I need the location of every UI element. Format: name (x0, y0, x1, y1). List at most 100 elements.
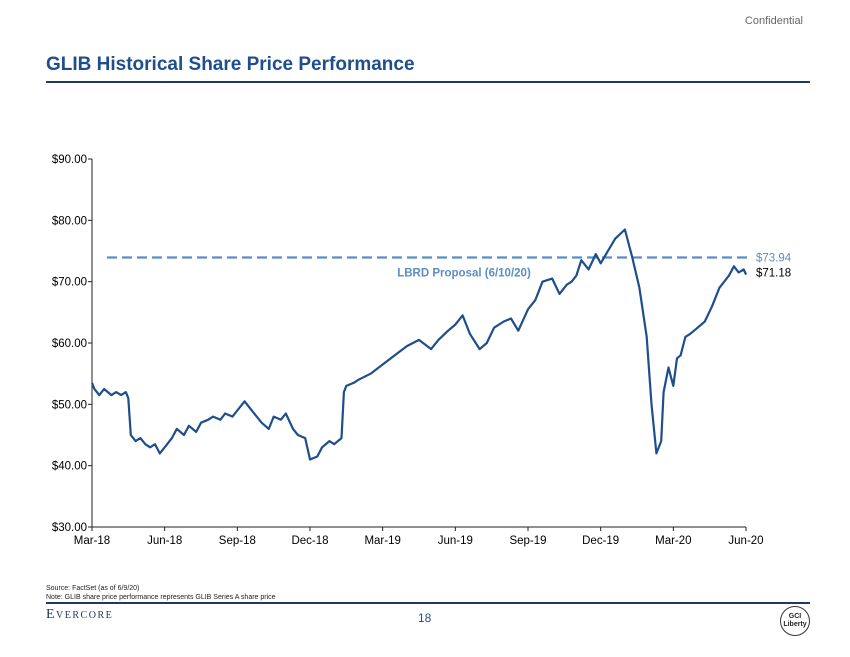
price-point (268, 428, 270, 430)
footnotes: Source: FactSet (as of 6/9/20) Note: GLI… (46, 584, 276, 602)
price-point (343, 391, 345, 393)
price-point (406, 345, 408, 347)
price-point (558, 293, 561, 295)
price-point (607, 250, 609, 252)
price-point (93, 388, 96, 390)
price-point (103, 388, 105, 390)
price-point (711, 305, 713, 307)
price-point (733, 265, 735, 267)
price-point (292, 428, 294, 430)
price-point (631, 256, 633, 258)
x-tick-label: Dec-18 (291, 535, 328, 547)
price-point (144, 443, 146, 445)
price-point (316, 455, 318, 458)
price-point (394, 354, 396, 356)
price-point (541, 281, 544, 283)
price-point (183, 434, 185, 436)
price-point (256, 416, 258, 418)
price-point (684, 336, 687, 338)
title-divider (46, 81, 810, 83)
price-point (236, 409, 238, 412)
price-point (98, 394, 100, 396)
price-point (447, 330, 449, 332)
gci-liberty-logo: GCI Liberty (780, 606, 810, 636)
price-point (650, 403, 653, 405)
price-point (91, 382, 93, 384)
price-point (575, 274, 578, 277)
price-point (469, 333, 471, 335)
x-tick-label: Jun-19 (438, 535, 473, 547)
price-point (345, 385, 347, 387)
price-point (689, 333, 691, 335)
x-tick-label: Jun-20 (728, 535, 763, 547)
price-point (304, 437, 306, 439)
price-point (280, 419, 282, 421)
price-point (527, 308, 529, 310)
page-number: 18 (418, 611, 432, 625)
price-point (135, 440, 137, 442)
price-point (260, 422, 263, 424)
price-point (297, 434, 299, 436)
price-point (430, 348, 432, 350)
price-point (718, 287, 720, 289)
x-tick-label: Mar-20 (655, 535, 691, 547)
price-point (696, 327, 699, 329)
price-point (130, 434, 132, 436)
price-point (231, 416, 234, 418)
price-point (328, 440, 330, 442)
reference-value-label: $73.94 (756, 253, 792, 265)
price-point (680, 354, 682, 356)
price-point (503, 320, 505, 323)
price-point (357, 379, 360, 381)
price-point (738, 271, 740, 274)
price-point (660, 440, 662, 442)
price-line (90, 228, 747, 461)
price-point (418, 339, 420, 341)
price-point (624, 228, 626, 231)
price-point (454, 324, 456, 326)
price-point (728, 274, 730, 277)
price-point (149, 446, 151, 448)
price-point (285, 412, 287, 415)
price-point (120, 394, 122, 396)
price-point (646, 336, 648, 338)
price-point (171, 437, 173, 439)
price-point (333, 443, 335, 445)
y-tick-label: $50.00 (52, 399, 87, 411)
price-point (139, 437, 142, 439)
price-point (219, 419, 221, 421)
x-tick-label: Dec-19 (582, 535, 619, 547)
y-tick-label: $60.00 (52, 338, 87, 350)
confidential-label: Confidential (744, 15, 803, 27)
price-point (382, 363, 384, 366)
footer-divider (46, 602, 810, 604)
price-point (437, 339, 439, 341)
evercore-logo: Evercore (46, 607, 114, 622)
price-point (517, 330, 519, 332)
price-point (212, 416, 214, 418)
price-point (534, 299, 536, 301)
price-point (638, 287, 641, 289)
price-point (600, 262, 602, 264)
price-point (587, 268, 590, 270)
price-point (273, 416, 275, 418)
price-point (369, 373, 372, 375)
price-point (566, 284, 568, 286)
price-point (493, 327, 495, 329)
price-point (244, 400, 246, 402)
price-point (200, 422, 202, 424)
price-point (614, 238, 616, 240)
y-tick-label: $30.00 (52, 522, 87, 534)
price-point (321, 446, 323, 448)
price-point (188, 425, 190, 427)
price-point (462, 314, 464, 316)
y-tick-label: $80.00 (52, 215, 87, 227)
reference-line-label: LBRD Proposal (6/10/20) (397, 268, 531, 280)
price-point (340, 437, 343, 439)
price-point (571, 281, 573, 283)
price-point (742, 268, 745, 270)
price-point (672, 385, 674, 387)
price-point (154, 443, 156, 445)
price-point (510, 317, 512, 320)
